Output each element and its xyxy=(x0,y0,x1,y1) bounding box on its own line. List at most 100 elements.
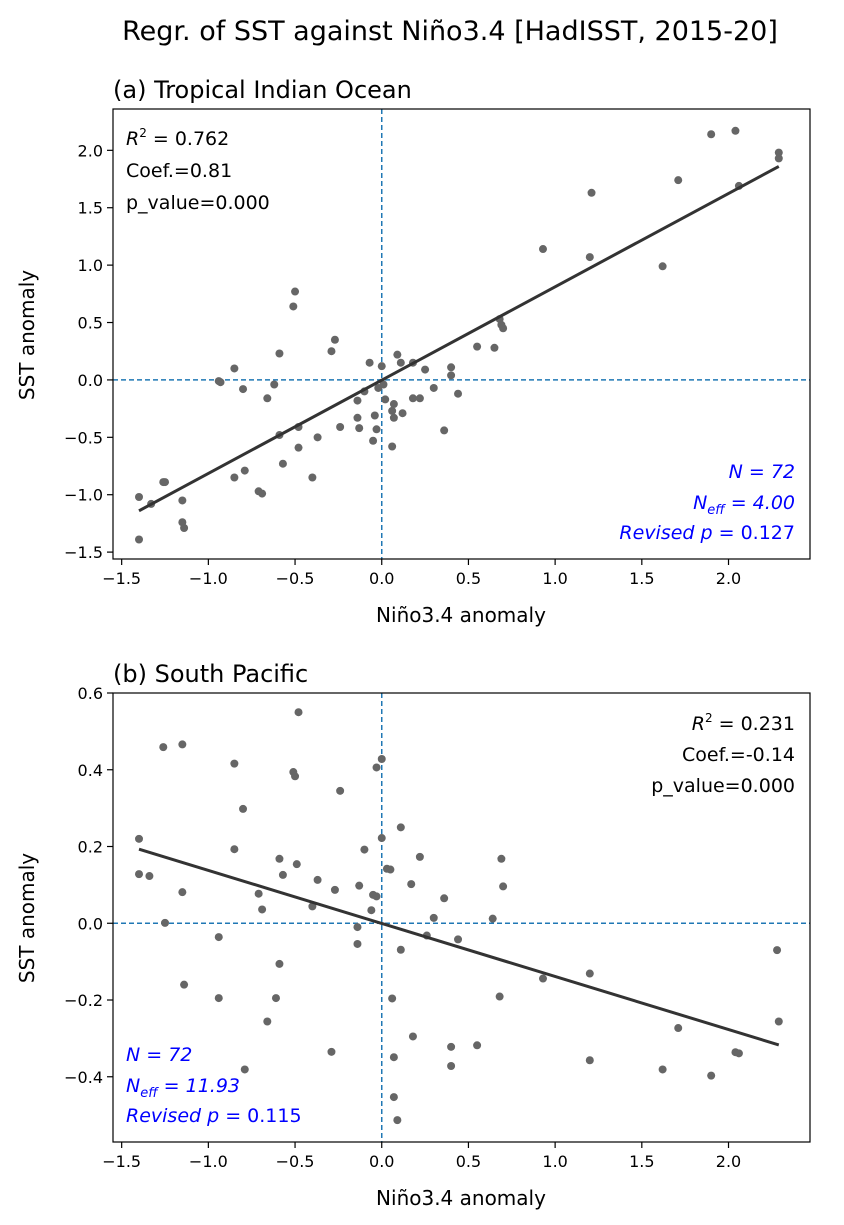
scatter-point xyxy=(372,763,381,772)
scatter-point xyxy=(135,535,144,544)
x-tick-label: 1.0 xyxy=(542,1152,567,1171)
scatter-point xyxy=(473,1041,482,1050)
x-tick-label: 0.5 xyxy=(456,569,481,588)
scatter-point xyxy=(372,425,381,434)
stat-coef: Coef.=0.81 xyxy=(126,160,232,182)
scatter-point xyxy=(429,383,438,392)
scatter-point xyxy=(372,892,381,901)
stat-revised-p: Revised p = 0.115 xyxy=(126,1105,302,1127)
y-tick-label: 0.6 xyxy=(78,684,103,703)
scatter-point xyxy=(377,755,386,764)
scatter-point xyxy=(389,1053,398,1062)
scatter-point xyxy=(538,974,547,983)
scatter-point xyxy=(774,154,783,163)
scatter-point xyxy=(258,905,267,914)
stat-coef: Coef.=-0.14 xyxy=(682,744,795,766)
stat-r2: R2 = 0.762 xyxy=(126,126,229,150)
scatter-point xyxy=(178,888,187,897)
scatter-point xyxy=(230,759,239,768)
panel-south-pacific: (b) South Pacific −1.5 −1.0 −0.5 0.0 0.5 1.0 1… xyxy=(15,660,811,1210)
scatter-point xyxy=(135,870,144,879)
scatter-point xyxy=(674,1024,683,1033)
scatter-point xyxy=(294,443,303,452)
scatter-point xyxy=(313,875,322,884)
scatter-point xyxy=(355,881,364,890)
scatter-point xyxy=(447,371,456,380)
scatter-point xyxy=(369,436,378,445)
scatter-point xyxy=(240,466,249,475)
stat-p-value: p_value=0.000 xyxy=(126,192,270,214)
scatter-point xyxy=(389,400,398,409)
scatter-point xyxy=(216,378,225,387)
scatter-point xyxy=(370,411,379,420)
scatter-point xyxy=(396,945,405,954)
y-tick-label: −1.0 xyxy=(64,486,103,505)
scatter-point xyxy=(396,823,405,832)
scatter-point xyxy=(389,1093,398,1102)
scatter-point xyxy=(214,994,223,1003)
scatter-point xyxy=(499,882,508,891)
x-tick-label: 2.0 xyxy=(716,1152,741,1171)
scatter-point xyxy=(278,870,287,879)
scatter-point xyxy=(447,1062,456,1071)
x-tick-label: −1.0 xyxy=(189,1152,228,1171)
scatter-point xyxy=(161,918,170,927)
scatter-point xyxy=(658,1065,667,1074)
regression-line xyxy=(138,847,780,1047)
y-tick-label: 0.4 xyxy=(78,761,103,780)
stats-box-right: R2 = 0.231 Coef.=-0.14 p_value=0.000 xyxy=(651,711,795,797)
scatter-point xyxy=(294,708,303,717)
scatter-point xyxy=(707,1071,716,1080)
scatter-point xyxy=(454,935,463,944)
scatter-point xyxy=(377,834,386,843)
panel-title: (a) Tropical Indian Ocean xyxy=(113,76,412,104)
scatter-point xyxy=(230,364,239,373)
scatter-point xyxy=(488,914,497,923)
scatter-point xyxy=(353,923,362,932)
scatter-point xyxy=(379,380,388,389)
stat-n-eff: Neff = 4.00 xyxy=(693,492,795,518)
scatter-point xyxy=(473,342,482,351)
scatter-point xyxy=(388,442,397,451)
scatter-point xyxy=(367,906,376,915)
panel-tropical-indian-ocean: (a) Tropical Indian Ocean −1.5 −1.0 −0.5 0.… xyxy=(15,76,811,627)
scatter-point xyxy=(291,287,300,296)
scatter-point xyxy=(353,413,362,422)
scatter-point xyxy=(497,854,506,863)
scatter-point xyxy=(415,394,424,403)
scatter-point xyxy=(278,459,287,468)
scatter-point xyxy=(214,933,223,942)
regression-line xyxy=(138,165,780,513)
scatter-point xyxy=(774,1017,783,1026)
scatter-point xyxy=(180,980,189,989)
scatter-point xyxy=(239,385,248,394)
scatter-point xyxy=(499,324,508,333)
scatter-point xyxy=(381,395,390,404)
scatter-point xyxy=(377,362,386,371)
scatter-point xyxy=(336,422,345,431)
scatter-point xyxy=(258,489,267,498)
scatter-point xyxy=(239,804,248,813)
stats-box-right: N = 72 Neff = 4.00 Revised p = 0.127 xyxy=(619,461,795,544)
stat-r2: R2 = 0.231 xyxy=(692,711,795,735)
scatter-point xyxy=(292,860,301,869)
y-tick-label: 1.5 xyxy=(78,199,103,218)
scatter-point xyxy=(495,992,504,1001)
scatter-point xyxy=(396,358,405,367)
scatter-point xyxy=(447,1042,456,1051)
scatter-point xyxy=(389,413,398,422)
scatter-point xyxy=(585,969,594,978)
y-tick-label: 0.0 xyxy=(78,371,103,390)
scatter-point xyxy=(355,424,364,433)
scatter-point xyxy=(454,389,463,398)
scatter-point xyxy=(178,496,187,505)
scatter-point xyxy=(360,845,369,854)
x-tick-label: 1.5 xyxy=(629,569,654,588)
scatter-point xyxy=(587,188,596,197)
x-tick-label: −0.5 xyxy=(276,569,315,588)
scatter-point xyxy=(289,302,298,311)
scatter-point xyxy=(408,394,417,403)
scatter-point xyxy=(731,126,740,135)
scatter-point xyxy=(336,786,345,795)
